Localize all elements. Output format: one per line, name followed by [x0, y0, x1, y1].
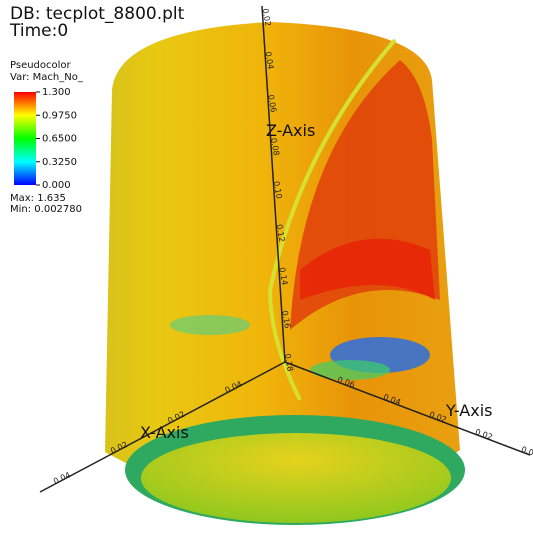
color-bar-tick-label: 0.3250: [42, 157, 77, 168]
legend-max: Max: 1.635: [10, 193, 66, 204]
legend-variable: Var: Mach_No_: [10, 72, 83, 83]
color-bar-tick-label: 0.9750: [42, 110, 77, 121]
cylinder-interior: [141, 433, 451, 523]
color-bar-ticks: 1.300 0.9750 0.6500 0.3250 0.000: [36, 87, 77, 191]
color-bar: [14, 92, 36, 185]
mid-mach-region: [170, 315, 250, 335]
color-bar-tick-label: 0.000: [42, 180, 71, 191]
y-axis-tick-label: 0.04: [520, 445, 533, 460]
mid-mach-region: [310, 360, 390, 380]
visualization-window: 0.020.040.060.080.100.120.140.160.180.06…: [0, 0, 533, 540]
x-axis-tick-label: 0.04: [52, 470, 72, 486]
y-axis-label: Y-Axis: [445, 401, 493, 420]
legend-title: Pseudocolor: [10, 60, 71, 71]
color-bar-tick-label: 1.300: [42, 87, 71, 98]
color-bar-tick-label: 0.6500: [42, 134, 77, 145]
y-axis-tick-label: 0.02: [474, 427, 494, 442]
x-axis-label: X-Axis: [140, 423, 189, 442]
z-axis-label: Z-Axis: [266, 121, 315, 140]
time-label: Time:0: [10, 23, 68, 40]
legend-min: Min: 0.002780: [10, 204, 82, 215]
